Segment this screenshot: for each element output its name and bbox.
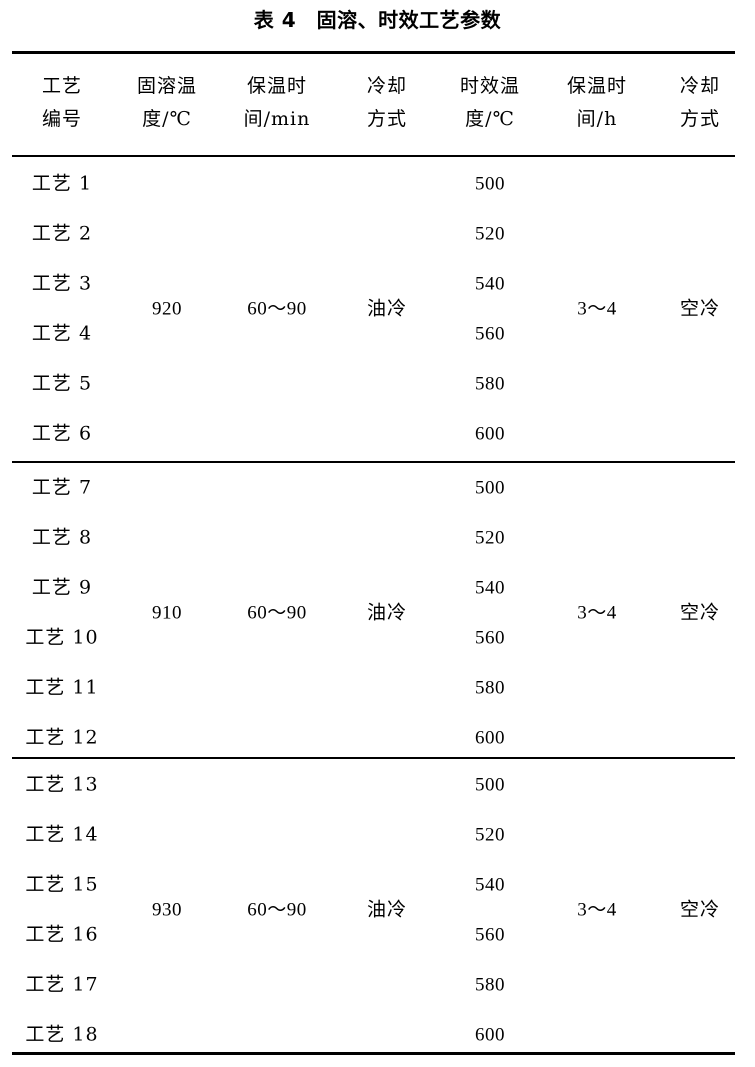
cell-solution-cooling: 油冷	[366, 898, 408, 921]
cell-aging-temp: 500	[475, 173, 505, 195]
rule-top	[12, 51, 735, 54]
cell-aging-temp: 520	[475, 824, 505, 846]
cell-aging-temp: 560	[475, 924, 505, 946]
cell-process-id: 工艺 13	[25, 773, 99, 796]
column-header-2: 固溶温度/℃	[137, 77, 197, 129]
column-header-line2: 方式	[679, 108, 721, 130]
cell-process-id: 工艺 15	[25, 873, 99, 896]
cell-solution-temp: 910	[152, 602, 182, 624]
column-header-line2: 间/h	[576, 108, 618, 130]
cell-aging-cooling: 空冷	[679, 898, 721, 921]
cell-process-id: 工艺 4	[31, 322, 93, 345]
rule-header	[12, 155, 735, 157]
cell-process-id: 工艺 18	[25, 1023, 99, 1046]
cell-process-id: 工艺 11	[25, 676, 99, 699]
column-header-1: 工艺 编号	[42, 77, 82, 129]
cell-aging-temp: 500	[475, 774, 505, 796]
rule-bottom	[12, 1052, 735, 1055]
cell-process-id: 工艺 7	[31, 476, 93, 499]
cell-aging-temp: 600	[475, 727, 505, 749]
cell-solution-time: 60～90	[247, 899, 307, 921]
column-header-line1: 保温时	[246, 75, 308, 97]
cell-solution-time: 60～90	[247, 602, 307, 624]
cell-process-id: 工艺 3	[31, 272, 93, 295]
column-header-line1: 冷却	[366, 75, 408, 97]
column-header-line2: 间/min	[243, 108, 311, 130]
column-header-line2: 度/℃	[142, 108, 192, 130]
column-header-7: 冷却 方式	[680, 77, 720, 129]
rule-block-2-3	[12, 757, 735, 759]
cell-aging-temp: 600	[475, 423, 505, 445]
cell-aging-temp: 500	[475, 477, 505, 499]
cell-process-id: 工艺 16	[25, 923, 99, 946]
column-header-line2: 编号	[41, 108, 83, 130]
cell-aging-temp: 560	[475, 323, 505, 345]
cell-process-id: 工艺 8	[31, 526, 93, 549]
cell-aging-time: 3～4	[577, 602, 617, 624]
cell-process-id: 工艺 10	[25, 626, 99, 649]
column-header-4: 冷却 方式	[367, 77, 407, 129]
cell-aging-temp: 520	[475, 223, 505, 245]
column-header-line2: 度/℃	[465, 108, 515, 130]
cell-aging-temp: 580	[475, 974, 505, 996]
cell-aging-cooling: 空冷	[679, 297, 721, 320]
cell-process-id: 工艺 17	[25, 973, 99, 996]
cell-aging-temp: 540	[475, 577, 505, 599]
cell-aging-time: 3～4	[577, 298, 617, 320]
cell-process-id: 工艺 14	[25, 823, 99, 846]
column-header-line1: 时效温	[459, 75, 521, 97]
rule-block-1-2	[12, 461, 735, 463]
cell-solution-temp: 930	[152, 899, 182, 921]
cell-process-id: 工艺 2	[31, 222, 93, 245]
cell-aging-temp: 580	[475, 373, 505, 395]
cell-aging-temp: 580	[475, 677, 505, 699]
column-header-line1: 冷却	[679, 75, 721, 97]
page-title: 表 4 固溶、时效工艺参数	[253, 8, 502, 32]
cell-process-id: 工艺 12	[25, 726, 99, 749]
column-header-5: 时效温度/℃	[460, 77, 520, 129]
cell-solution-time: 60～90	[247, 298, 307, 320]
cell-aging-temp: 600	[475, 1024, 505, 1046]
column-header-6: 保温时间/h	[567, 77, 627, 129]
cell-aging-temp: 540	[475, 273, 505, 295]
cell-aging-temp: 560	[475, 627, 505, 649]
cell-solution-cooling: 油冷	[366, 601, 408, 624]
column-header-3: 保温时间/min	[244, 77, 311, 129]
cell-aging-cooling: 空冷	[679, 601, 721, 624]
cell-solution-temp: 920	[152, 298, 182, 320]
cell-process-id: 工艺 9	[31, 576, 93, 599]
cell-aging-time: 3～4	[577, 899, 617, 921]
column-header-line2: 方式	[366, 108, 408, 130]
cell-solution-cooling: 油冷	[366, 297, 408, 320]
column-header-line1: 固溶温	[136, 75, 198, 97]
column-header-line1: 保温时	[566, 75, 628, 97]
cell-aging-temp: 540	[475, 874, 505, 896]
cell-process-id: 工艺 1	[31, 172, 93, 195]
cell-process-id: 工艺 6	[31, 422, 93, 445]
column-header-line1: 工艺	[41, 75, 83, 97]
cell-aging-temp: 520	[475, 527, 505, 549]
cell-process-id: 工艺 5	[31, 372, 93, 395]
